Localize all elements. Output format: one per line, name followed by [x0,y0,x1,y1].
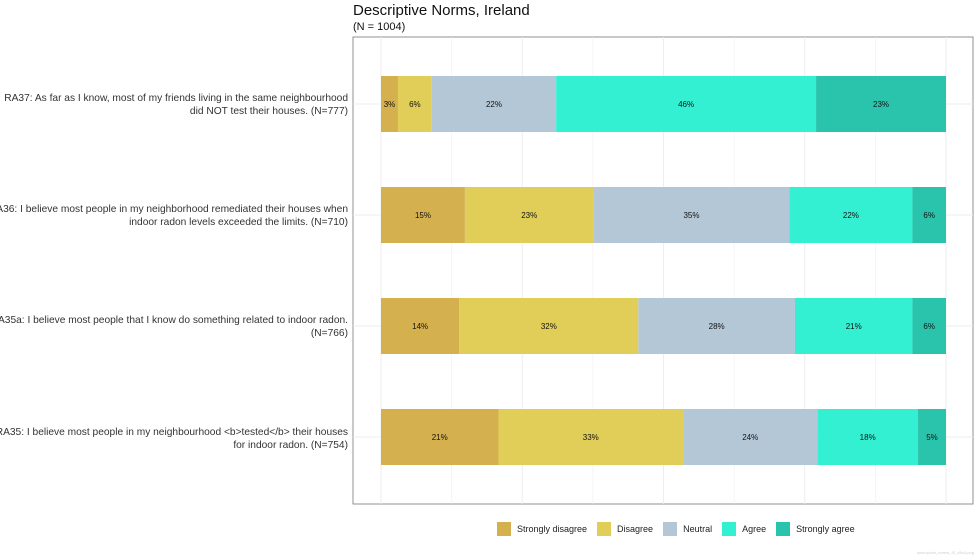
bar-data-label: 15% [415,211,431,220]
legend-label: Disagree [617,524,654,534]
legend-item-neutral: Neutral [663,522,712,536]
bar-data-label: 46% [678,100,694,109]
legend-item-strongly-disagree: Strongly disagree [497,522,587,536]
bar-segment-neutral [431,76,557,132]
legend-swatch [497,522,511,536]
legend-swatch [776,522,791,536]
legend-label: Strongly agree [796,524,855,534]
legend: Strongly disagree Disagree Neutral Agree… [497,522,865,536]
bar-data-label: 18% [860,433,876,442]
bar-data-label: 22% [486,100,502,109]
bar-data-label: 21% [432,433,448,442]
bar-group: 3% 6% 22% 46% 23% 15% 23% 35% 22% 6% 14% 32% 28% 21% 6… [381,76,946,465]
legend-label: Agree [742,524,767,534]
legend-swatch [597,522,612,536]
bar-segment-neutral [683,409,818,465]
bar-data-label: 6% [923,322,935,331]
footer-note: descriptive_norms_IE_d9c4.png [916,550,974,555]
bar-segment-strongly-disagree [381,298,460,354]
bar-segment-strongly-agree [912,298,946,354]
bar-data-label: 14% [412,322,428,331]
bar-segment-disagree [498,409,684,465]
bar-data-label: 24% [742,433,758,442]
bar-segment-strongly-disagree [381,409,499,465]
bar-segment-agree [556,76,817,132]
category-label-ra37: RA37: As far as I know, most of my frien… [4,93,348,117]
bar-segment-disagree [397,76,432,132]
bar-data-label: 32% [541,322,557,331]
bar-data-label: 22% [843,211,859,220]
legend-label: Strongly disagree [517,524,588,534]
bar-data-label: 5% [926,433,938,442]
bar-segment-neutral [638,298,795,354]
legend-item-agree: Agree [722,522,766,536]
bar-data-label: 23% [521,211,537,220]
bar-segment-neutral [593,187,790,243]
chart-title: Descriptive Norms, Ireland [353,2,530,19]
bar-segment-strongly-agree [816,76,946,132]
chart-subtitle: (N = 1004) [353,21,406,33]
bar-segment-agree [817,409,919,465]
bar-data-label: 6% [923,211,935,220]
category-label-ra35a: RA35a: I believe most people that I know… [0,315,348,339]
bar-data-label: 6% [409,100,421,109]
bar-segment-disagree [459,298,639,354]
category-label-ra36: RA36: I believe most people in my neighb… [0,204,348,228]
bar-data-label: 3% [384,100,396,109]
legend-swatch [722,522,737,536]
legend-swatch [663,522,678,536]
bar-segment-strongly-agree [918,409,946,465]
bar-segment-disagree [464,187,594,243]
bar-data-label: 35% [683,211,699,220]
bar-segment-strongly-agree [912,187,946,243]
bar-data-label: 21% [846,322,862,331]
legend-label: Neutral [683,524,713,534]
bar-segment-strongly-disagree [381,76,398,132]
legend-item-strongly-agree: Strongly agree [776,522,855,536]
bar-data-label: 23% [873,100,889,109]
legend-item-disagree: Disagree [597,522,653,536]
bar-segment-agree [794,298,913,354]
bar-segment-agree [789,187,913,243]
category-label-ra35: RA35: I believe most people in my neighb… [0,427,348,451]
bar-data-label: 28% [709,322,725,331]
bar-data-label: 33% [583,433,599,442]
bar-segment-strongly-disagree [381,187,465,243]
